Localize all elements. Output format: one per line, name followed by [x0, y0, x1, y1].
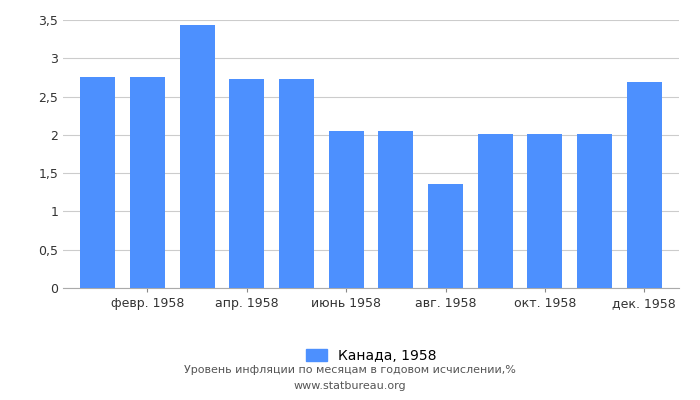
Bar	[130, 78, 164, 288]
Bar	[180, 25, 214, 288]
Bar	[428, 184, 463, 288]
Bar	[379, 131, 413, 288]
Bar	[80, 78, 116, 288]
Bar	[279, 79, 314, 288]
Bar	[478, 134, 512, 288]
Text: Уровень инфляции по месяцам в годовом исчислении,%: Уровень инфляции по месяцам в годовом ис…	[184, 365, 516, 375]
Text: www.statbureau.org: www.statbureau.org	[294, 381, 406, 391]
Legend: Канада, 1958: Канада, 1958	[300, 343, 442, 368]
Bar	[626, 82, 662, 288]
Bar	[230, 79, 264, 288]
Bar	[329, 131, 363, 288]
Bar	[578, 134, 612, 288]
Bar	[528, 134, 562, 288]
